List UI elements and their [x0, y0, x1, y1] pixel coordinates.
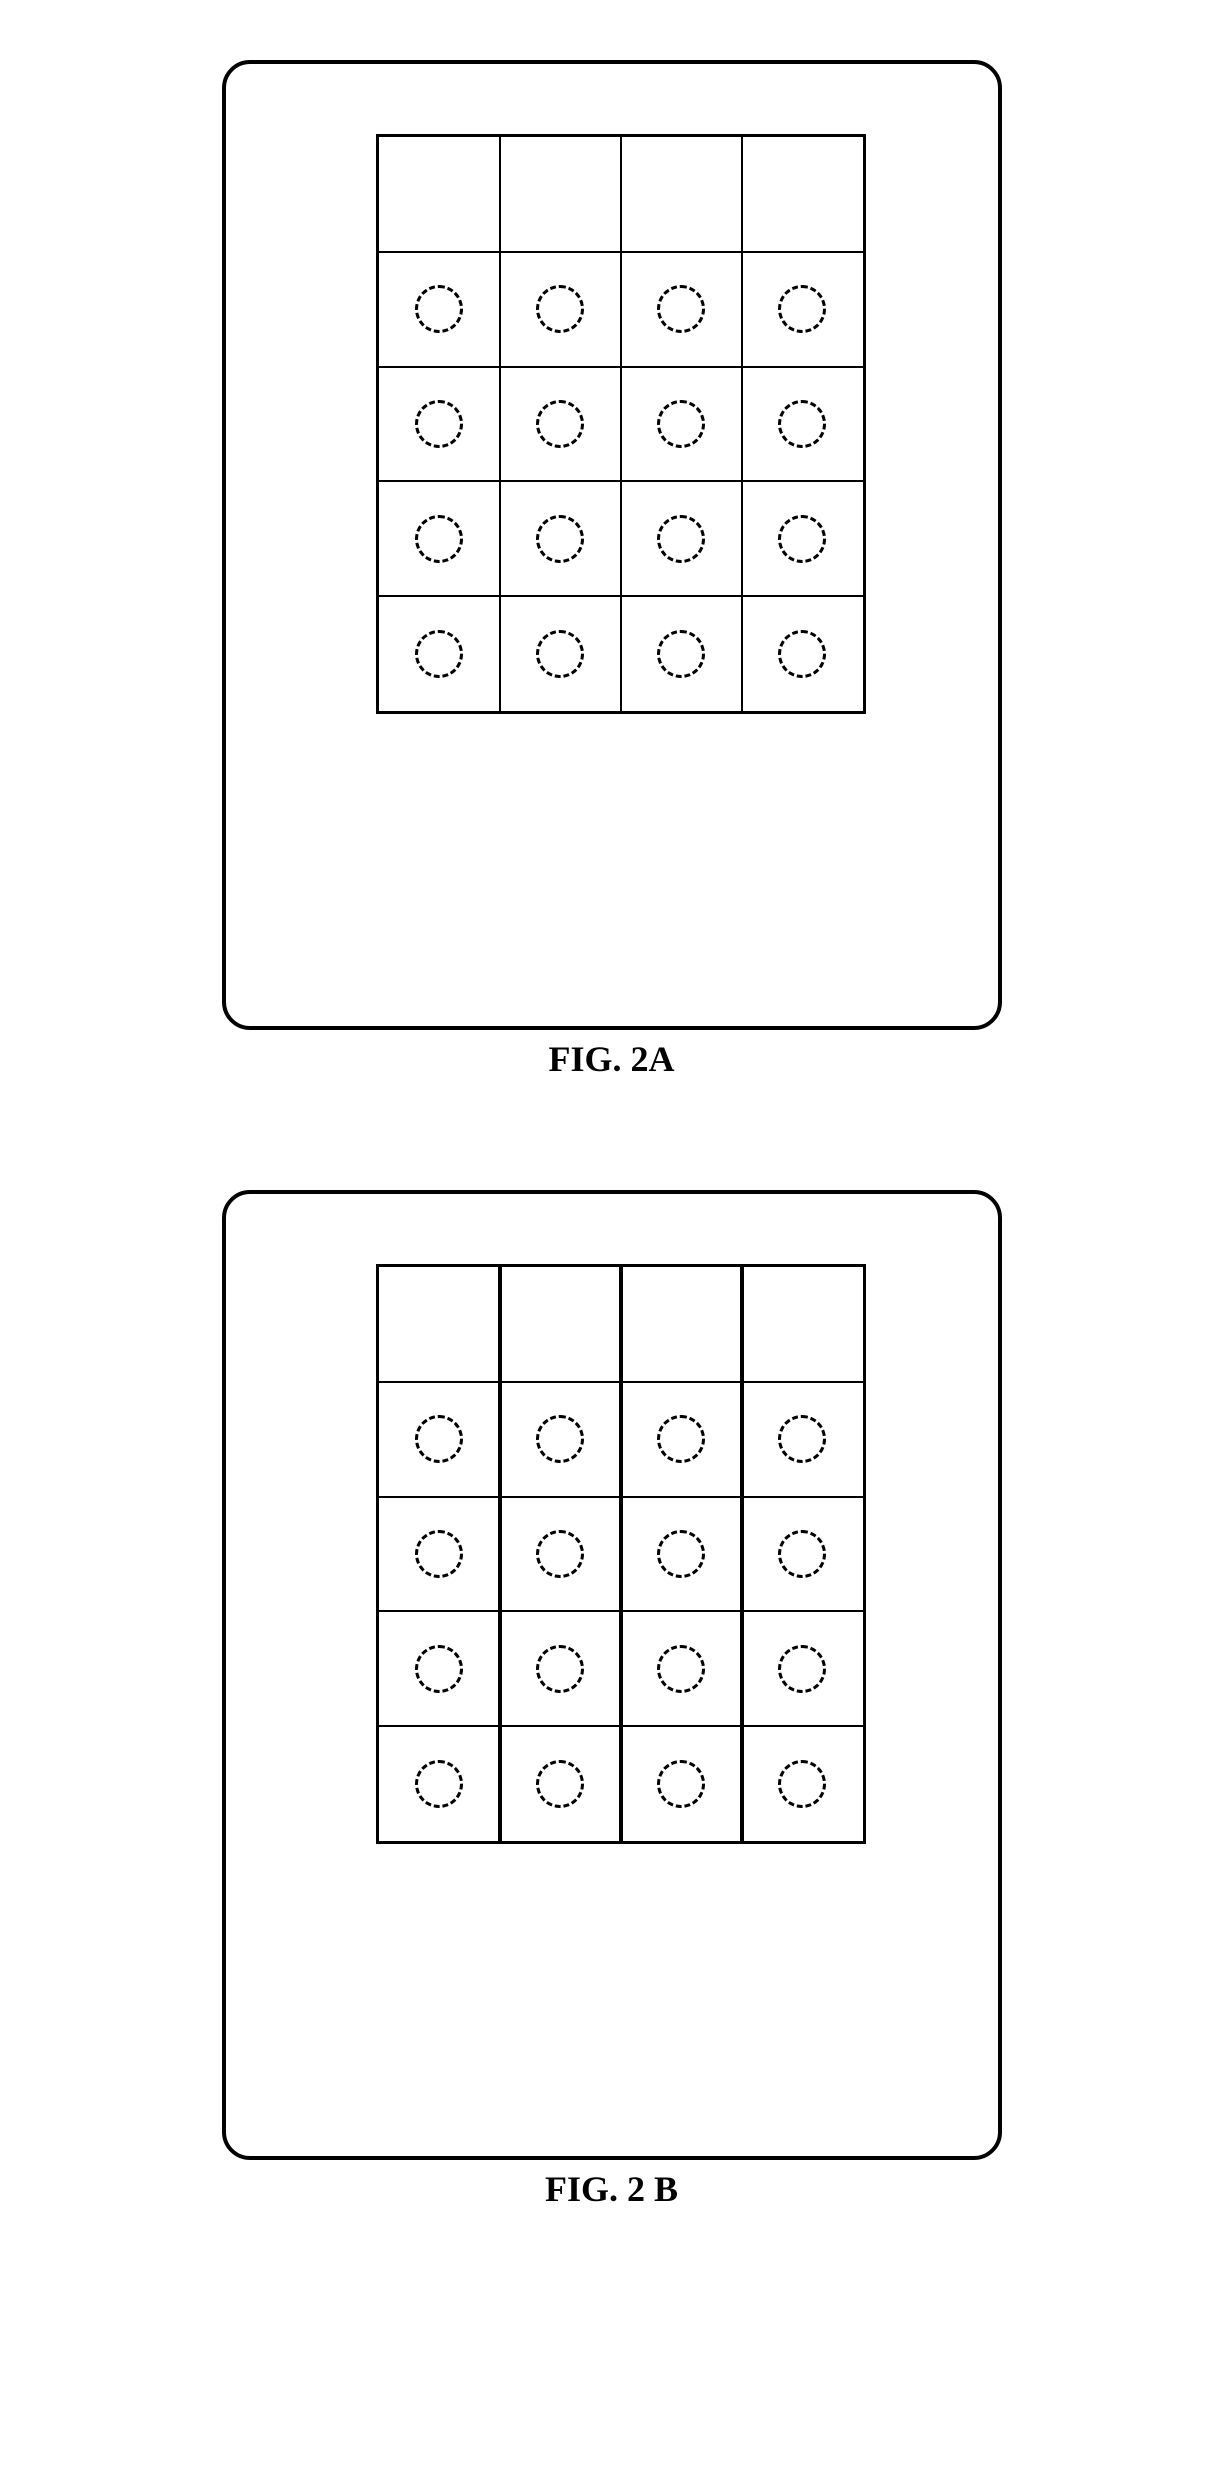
- grid-circle: [657, 1530, 705, 1578]
- grid-hline: [379, 1381, 863, 1383]
- grid-circle: [657, 515, 705, 563]
- grid-circle: [778, 285, 826, 333]
- fig-2b: FIG. 2 B: [222, 1190, 1002, 2210]
- grid-circle: [415, 1645, 463, 1693]
- grid-circle: [657, 1760, 705, 1808]
- grid-circle: [657, 400, 705, 448]
- fig-2a-caption: FIG. 2A: [549, 1038, 675, 1080]
- grid-circle: [536, 1415, 584, 1463]
- fig-2b-caption: FIG. 2 B: [545, 2168, 678, 2210]
- fig-2a: FIG. 2A: [222, 60, 1002, 1080]
- grid-circle: [778, 515, 826, 563]
- grid-circle: [415, 515, 463, 563]
- grid-vline: [498, 1267, 502, 1841]
- grid-circle: [657, 630, 705, 678]
- grid-circle: [415, 1530, 463, 1578]
- grid-circle: [415, 1415, 463, 1463]
- grid-circle: [536, 285, 584, 333]
- grid-circle: [536, 630, 584, 678]
- grid-vline: [619, 1267, 623, 1841]
- grid-circle: [536, 1530, 584, 1578]
- grid-circle: [778, 400, 826, 448]
- grid-circle: [536, 515, 584, 563]
- fig-2a-grid: [376, 134, 866, 714]
- grid-hline: [379, 1496, 863, 1498]
- grid-circle: [536, 1760, 584, 1808]
- grid-circle: [536, 1645, 584, 1693]
- grid-circle: [415, 400, 463, 448]
- grid-circle: [778, 1415, 826, 1463]
- grid-vline: [740, 1267, 744, 1841]
- grid-circle: [778, 1760, 826, 1808]
- grid-vline: [499, 137, 501, 711]
- grid-hline: [379, 595, 863, 597]
- fig-2a-panel: [222, 60, 1002, 1030]
- grid-hline: [379, 480, 863, 482]
- grid-circle: [415, 630, 463, 678]
- grid-circle: [415, 285, 463, 333]
- grid-circle: [778, 1645, 826, 1693]
- grid-circle: [536, 400, 584, 448]
- grid-hline: [379, 251, 863, 253]
- grid-hline: [379, 366, 863, 368]
- grid-vline: [620, 137, 622, 711]
- grid-hline: [379, 1610, 863, 1612]
- grid-vline: [741, 137, 743, 711]
- grid-circle: [415, 1760, 463, 1808]
- grid-circle: [657, 285, 705, 333]
- grid-circle: [778, 1530, 826, 1578]
- grid-circle: [778, 630, 826, 678]
- grid-hline: [379, 1725, 863, 1727]
- grid-circle: [657, 1415, 705, 1463]
- grid-circle: [657, 1645, 705, 1693]
- fig-2b-panel: [222, 1190, 1002, 2160]
- fig-2b-grid: [376, 1264, 866, 1844]
- page: FIG. 2A FIG. 2 B: [0, 0, 1223, 2290]
